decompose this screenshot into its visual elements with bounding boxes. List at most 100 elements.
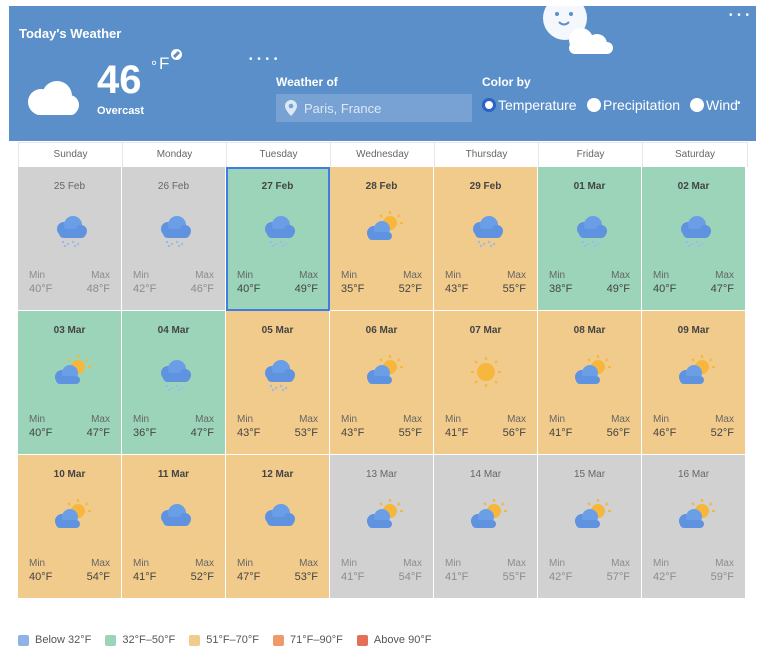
max-label: Max — [403, 414, 422, 425]
max-label: Max — [403, 558, 422, 569]
cell-date: 11 Mar — [157, 469, 190, 480]
day-cell[interactable]: 27 Feb Min Max 40°F 49°F — [226, 167, 330, 311]
min-temp: 42°F — [549, 571, 573, 583]
legend-item: Above 90°F — [356, 634, 432, 646]
day-cell[interactable]: 11 Mar Min Max 41°F 52°F — [122, 455, 226, 599]
location-input[interactable] — [276, 94, 472, 122]
day-cell[interactable]: 07 Mar Min Max 41°F 56°F — [434, 311, 538, 455]
calendar-grid: Sunday Monday Tuesday Wednesday Thursday… — [18, 142, 748, 599]
max-temp: 54°F — [86, 571, 110, 583]
day-cell[interactable]: 16 Mar Min Max 42°F 59°F — [642, 455, 746, 599]
legend-item: Below 32°F — [18, 634, 91, 646]
min-label: Min — [237, 414, 254, 425]
min-label: Min — [549, 270, 566, 281]
min-temp: 40°F — [237, 283, 261, 295]
max-temp: 55°F — [398, 427, 422, 439]
day-cell[interactable]: 03 Mar Min Max 40°F 47°F — [18, 311, 122, 455]
legend-label: 32°F–50°F — [122, 634, 176, 646]
color-by-temperature-radio[interactable]: Temperature — [482, 97, 577, 113]
partly-cloudy-icon — [48, 353, 92, 391]
min-label: Min — [133, 270, 150, 281]
color-by-wind-radio[interactable]: Wind — [690, 97, 738, 113]
day-cell[interactable]: 04 Mar Min Max 36°F 47°F — [122, 311, 226, 455]
max-label: Max — [299, 558, 318, 569]
radio-unselected-icon — [690, 98, 704, 112]
cell-date: 27 Feb — [261, 181, 294, 192]
current-temperature: 46 — [97, 58, 142, 102]
cloud-rain-icon — [48, 209, 92, 248]
max-label: Max — [91, 414, 110, 425]
min-label: Min — [29, 414, 46, 425]
max-label: Max — [195, 270, 214, 281]
min-temp: 42°F — [653, 571, 677, 583]
min-temp: 46°F — [653, 427, 677, 439]
min-temp: 40°F — [29, 283, 53, 295]
legend-item: 51°F–70°F — [189, 634, 259, 646]
max-temp: 59°F — [710, 571, 734, 583]
partly-cloudy-icon — [672, 497, 716, 535]
cell-date: 12 Mar — [261, 469, 294, 480]
day-header: Friday — [539, 143, 643, 167]
legend-swatch — [18, 634, 29, 646]
day-cell[interactable]: 09 Mar Min Max 46°F 52°F — [642, 311, 746, 455]
cell-date: 03 Mar — [53, 325, 86, 336]
min-label: Min — [341, 270, 358, 281]
radio-label: Precipitation — [603, 97, 681, 113]
max-temp: 47°F — [190, 427, 214, 439]
max-temp: 52°F — [398, 283, 422, 295]
min-temp: 35°F — [341, 283, 365, 295]
min-label: Min — [133, 414, 150, 425]
cloud-rain-icon — [256, 353, 300, 392]
day-cell[interactable]: 13 Mar Min Max 41°F 54°F — [330, 455, 434, 599]
cell-date: 02 Mar — [677, 181, 710, 192]
cell-date: 15 Mar — [573, 469, 606, 480]
day-cell[interactable]: 10 Mar Min Max 40°F 54°F — [18, 455, 122, 599]
color-by-precipitation-radio[interactable]: Precipitation — [587, 97, 680, 113]
day-cell[interactable]: 28 Feb Min Max 35°F 52°F — [330, 167, 434, 311]
day-cell[interactable]: 01 Mar Min Max 38°F 49°F — [538, 167, 642, 311]
radio-unselected-icon — [587, 98, 601, 112]
day-cell[interactable]: 06 Mar Min Max 43°F 55°F — [330, 311, 434, 455]
cloud-rain-icon — [464, 209, 508, 248]
partly-cloudy-icon — [672, 353, 716, 391]
day-header: Sunday — [19, 143, 123, 167]
legend-label: Above 90°F — [373, 634, 432, 646]
min-label: Min — [653, 558, 670, 569]
week-row: 03 Mar Min Max 40°F 47°F 04 Mar Min Max 36°F 47°F… — [18, 311, 748, 455]
min-temp: 36°F — [133, 427, 157, 439]
min-label: Min — [445, 270, 462, 281]
min-label: Min — [341, 414, 358, 425]
max-label: Max — [611, 270, 630, 281]
min-temp: 41°F — [445, 427, 469, 439]
cloud-rain-icon — [256, 209, 300, 248]
legend-item: 71°F–90°F — [273, 634, 343, 646]
max-label: Max — [611, 558, 630, 569]
day-cell[interactable]: 26 Feb Min Max 42°F 46°F — [122, 167, 226, 311]
cell-date: 13 Mar — [365, 469, 398, 480]
day-cell[interactable]: 05 Mar Min Max 43°F 53°F — [226, 311, 330, 455]
day-cell[interactable]: 12 Mar Min Max 47°F 53°F — [226, 455, 330, 599]
partly-cloudy-icon — [464, 497, 508, 535]
day-cell[interactable]: 14 Mar Min Max 41°F 55°F — [434, 455, 538, 599]
unit-toggle-button[interactable] — [171, 49, 182, 60]
legend-swatch — [189, 634, 201, 646]
radio-selected-icon — [482, 98, 496, 112]
min-temp: 43°F — [445, 283, 469, 295]
min-label: Min — [653, 270, 670, 281]
day-cell[interactable]: 08 Mar Min Max 41°F 56°F — [538, 311, 642, 455]
temperature-legend: Below 32°F 32°F–50°F 51°F–70°F 71°F–90°F Abo… — [18, 634, 445, 646]
max-label: Max — [715, 558, 734, 569]
day-cell[interactable]: 15 Mar Min Max 42°F 57°F — [538, 455, 642, 599]
day-cell[interactable]: 25 Feb Min Max 40°F 48°F — [18, 167, 122, 311]
max-temp: 56°F — [606, 427, 630, 439]
cell-date: 29 Feb — [469, 181, 502, 192]
max-temp: 57°F — [606, 571, 630, 583]
day-cell[interactable]: 29 Feb Min Max 43°F 55°F — [434, 167, 538, 311]
day-cell[interactable]: 02 Mar Min Max 40°F 47°F — [642, 167, 746, 311]
max-label: Max — [611, 414, 630, 425]
min-label: Min — [29, 270, 46, 281]
min-label: Min — [445, 558, 462, 569]
cell-date: 16 Mar — [677, 469, 710, 480]
day-header: Monday — [123, 143, 227, 167]
cloud-rain-icon — [568, 209, 612, 248]
